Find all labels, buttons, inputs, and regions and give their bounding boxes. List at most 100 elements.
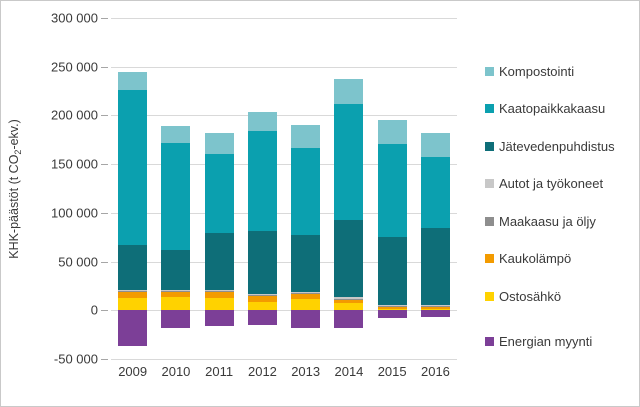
y-axis-tick	[101, 115, 108, 117]
x-tick-label: 2014	[334, 364, 364, 379]
bar-segment-kaatopaikkakaasu	[161, 142, 191, 250]
y-tick-label: 50 000	[58, 254, 98, 270]
bar-segment-energian-myynti	[204, 310, 234, 326]
bar-segment-kaatopaikkakaasu	[247, 131, 277, 232]
bar-segment-autot-ja-ty-koneet	[204, 289, 234, 291]
bar-segment-ostos-hk-	[420, 309, 450, 311]
bar-segment-ostos-hk-	[291, 298, 321, 311]
bar-segment-maakaasu-ja-ljy	[247, 294, 277, 296]
bar-segment-ostos-hk-	[204, 297, 234, 311]
bar-segment-kaukol-mp-	[420, 307, 450, 310]
bar-segment-energian-myynti	[161, 310, 191, 328]
bar-segment-energian-myynti	[334, 310, 364, 328]
y-axis-tick	[101, 66, 108, 68]
bar-segment-kompostointi	[204, 132, 234, 155]
x-tick-label: 2012	[247, 364, 277, 379]
legend-swatch	[485, 104, 494, 113]
bar-segment-kompostointi	[420, 132, 450, 158]
bar-segment-autot-ja-ty-koneet	[161, 289, 191, 291]
gridline	[111, 18, 457, 19]
bar-segment-ostos-hk-	[118, 297, 148, 311]
bar-segment-maakaasu-ja-ljy	[204, 290, 234, 292]
bar-segment-maakaasu-ja-ljy	[291, 292, 321, 294]
bar-segment-j-tevedenpuhdistus	[161, 249, 191, 290]
gridline	[111, 115, 457, 117]
bar-segment-autot-ja-ty-koneet	[377, 305, 407, 307]
bar-segment-j-tevedenpuhdistus	[247, 231, 277, 294]
bar-segment-energian-myynti	[377, 310, 407, 319]
gridline	[111, 66, 457, 68]
bar-segment-maakaasu-ja-ljy	[377, 306, 407, 308]
bar-segment-j-tevedenpuhdistus	[377, 237, 407, 306]
y-axis-tick	[101, 261, 108, 263]
legend-swatch	[485, 141, 494, 151]
legend-label: Energian myynti	[499, 334, 593, 349]
bar-segment-kaatopaikkakaasu	[204, 154, 234, 234]
bar-segment-kompostointi	[334, 79, 364, 104]
bar-segment-kaatopaikkakaasu	[334, 103, 364, 220]
gridline	[111, 310, 457, 312]
legend-item-kaatopaikkakaasu: Kaatopaikkakaasu	[485, 101, 606, 116]
bar-segment-j-tevedenpuhdistus	[420, 228, 450, 306]
legend-swatch	[485, 254, 494, 263]
bar-segment-kaukol-mp-	[161, 291, 191, 297]
bar-segment-j-tevedenpuhdistus	[118, 245, 148, 290]
y-tick-label: 300 000	[51, 10, 98, 26]
bar-segment-energian-myynti	[118, 310, 148, 347]
legend-item-kaukol-mp-: Kaukolämpö	[485, 251, 572, 266]
y-tick-label: 100 000	[51, 205, 98, 221]
bar-segment-maakaasu-ja-ljy	[161, 290, 191, 292]
y-axis-tick	[101, 310, 108, 312]
legend-item-autot-ja-ty-koneet: Autot ja työkoneet	[485, 176, 603, 191]
bar-segment-kaatopaikkakaasu	[420, 157, 450, 229]
bar-segment-ostos-hk-	[334, 303, 364, 311]
legend-item-ostos-hk-: Ostosähkö	[485, 289, 561, 304]
bar-segment-kaukol-mp-	[118, 291, 148, 298]
bar-segment-ostos-hk-	[161, 296, 191, 311]
legend-label: Kaatopaikkakaasu	[499, 101, 606, 116]
bar-segment-energian-myynti	[420, 310, 450, 318]
legend-swatch	[485, 216, 494, 226]
y-tick-label: 150 000	[51, 156, 98, 172]
bar-segment-maakaasu-ja-ljy	[420, 306, 450, 308]
legend-label: Maakaasu ja öljy	[499, 213, 596, 229]
bar-segment-kaatopaikkakaasu	[377, 143, 407, 238]
bar-segment-maakaasu-ja-ljy	[118, 290, 148, 292]
legend-item-maakaasu-ja-ljy: Maakaasu ja öljy	[485, 213, 596, 229]
y-tick-label: 0	[90, 302, 98, 318]
y-axis-title-text: KHK-päästöt (t CO2-ekv.)	[7, 119, 23, 259]
gridline	[111, 212, 457, 214]
bar-segment-kaukol-mp-	[334, 299, 364, 304]
bar-segment-ostos-hk-	[247, 301, 277, 311]
x-tick-label: 2011	[205, 364, 234, 379]
y-axis-tick	[101, 212, 108, 214]
bar-segment-kompostointi	[291, 125, 321, 148]
y-axis-tick	[101, 18, 108, 19]
legend-swatch	[485, 179, 494, 188]
x-tick-label: 2013	[291, 364, 321, 379]
bar-segment-j-tevedenpuhdistus	[204, 233, 234, 290]
legend-item-j-tevedenpuhdistus: Jätevedenpuhdistus	[485, 138, 615, 154]
gridline	[111, 261, 457, 263]
bar-segment-kompostointi	[377, 120, 407, 144]
bar-segment-kaatopaikkakaasu	[291, 147, 321, 236]
bar-segment-kaukol-mp-	[204, 291, 234, 298]
bar-segment-autot-ja-ty-koneet	[334, 296, 364, 299]
y-axis-tick	[101, 164, 108, 166]
legend-item-kompostointi: Kompostointi	[485, 64, 574, 79]
bar-segment-energian-myynti	[247, 310, 277, 325]
legend-item-energian-myynti: Energian myynti	[485, 334, 593, 349]
legend-label: Kaukolämpö	[499, 251, 572, 266]
y-tick-label: -50 000	[53, 351, 98, 367]
x-tick-label: 2015	[377, 364, 407, 379]
bar-segment-j-tevedenpuhdistus	[334, 219, 364, 297]
y-tick-label: 200 000	[51, 107, 98, 123]
legend-swatch	[485, 291, 494, 301]
y-tick-label: 250 000	[51, 59, 98, 75]
bar-segment-kompostointi	[118, 71, 148, 91]
bar-segment-kaukol-mp-	[377, 307, 407, 310]
legend-label: Jätevedenpuhdistus	[499, 138, 615, 154]
bar-segment-kaukol-mp-	[247, 295, 277, 302]
x-tick-label: 2010	[161, 364, 191, 379]
